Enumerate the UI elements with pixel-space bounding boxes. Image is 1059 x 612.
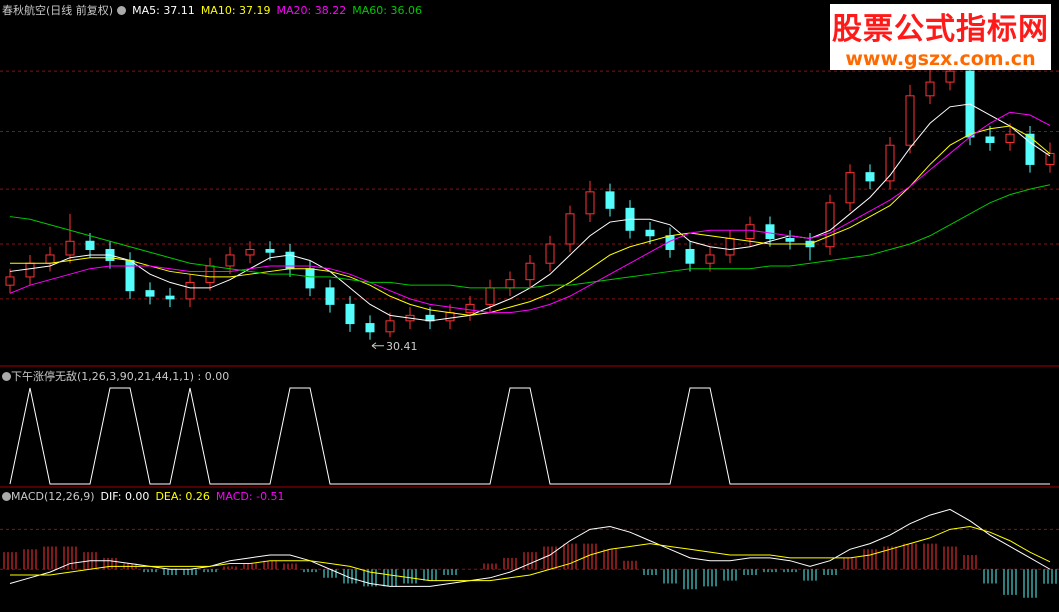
candle-body bbox=[85, 240, 95, 250]
legend-separator: : bbox=[178, 490, 186, 503]
candle-body bbox=[905, 95, 915, 146]
candle-body bbox=[485, 287, 495, 305]
stock-title: 春秋航空(日线 前复权) bbox=[2, 4, 114, 17]
legend-name: DIF bbox=[100, 490, 118, 503]
legend-name: MA10 bbox=[200, 4, 232, 17]
legend-name: MACD bbox=[215, 490, 249, 503]
ma-line bbox=[9, 111, 1051, 314]
legend-value: 37.11 bbox=[163, 4, 195, 17]
settings-icon[interactable] bbox=[117, 6, 127, 15]
signal-line bbox=[9, 387, 1050, 485]
candle-body bbox=[925, 81, 935, 97]
candle-body bbox=[345, 303, 355, 325]
candle-body bbox=[165, 295, 175, 300]
indicator-legend: 下午涨停无敌(1,26,3,90,21,44,1,1) : 0.00 bbox=[2, 368, 229, 384]
legend-separator: : bbox=[231, 4, 240, 17]
legend-value: 37.19 bbox=[239, 4, 271, 17]
candle-body bbox=[265, 248, 275, 253]
candle-body bbox=[825, 202, 835, 248]
candle-body bbox=[1025, 133, 1035, 165]
macd-title: MACD(12,26,9) bbox=[11, 490, 95, 503]
legend-separator: : bbox=[156, 4, 164, 17]
candle-body bbox=[745, 224, 755, 240]
candle-body bbox=[65, 240, 75, 256]
candle-body bbox=[365, 323, 375, 333]
legend-name: MA5 bbox=[132, 4, 157, 17]
macd-line bbox=[9, 508, 1051, 587]
legend-name: MA20 bbox=[276, 4, 308, 17]
legend-value: 36.06 bbox=[390, 4, 422, 17]
candle-body bbox=[145, 290, 155, 297]
legend-name: DEA bbox=[155, 490, 179, 503]
candle-body bbox=[45, 254, 55, 264]
legend-separator: : bbox=[117, 490, 125, 503]
legend-value: -0.51 bbox=[256, 490, 285, 503]
candle-body bbox=[565, 213, 575, 245]
legend-name: MA60 bbox=[352, 4, 384, 17]
candle-body bbox=[245, 248, 255, 256]
indicator-title: 下午涨停无敌(1,26,3,90,21,44,1,1) : 0.00 bbox=[11, 370, 230, 383]
price-legend: 春秋航空(日线 前复权) MA5: 37.11 MA10: 37.19 MA20: 3… bbox=[2, 2, 422, 18]
settings-icon[interactable] bbox=[2, 372, 11, 381]
watermark: 股票公式指标网 www.gszx.com.cn bbox=[830, 4, 1051, 70]
candle-body bbox=[385, 320, 395, 333]
candle-body bbox=[765, 224, 775, 240]
candle-body bbox=[125, 259, 135, 292]
candle-body bbox=[325, 287, 335, 305]
watermark-title: 股票公式指标网 bbox=[830, 4, 1051, 48]
candle-body bbox=[1045, 152, 1055, 165]
candle-body bbox=[725, 238, 735, 256]
candle-body bbox=[465, 303, 475, 314]
annotation-arrowhead bbox=[371, 342, 377, 350]
candle-body bbox=[225, 254, 235, 267]
legend-value: 0.26 bbox=[185, 490, 210, 503]
candle-body bbox=[845, 172, 855, 204]
candle-body bbox=[705, 254, 715, 264]
legend-value: 0.00 bbox=[124, 490, 150, 503]
candle-body bbox=[305, 268, 315, 289]
candle-body bbox=[685, 248, 695, 264]
candle-body bbox=[885, 144, 895, 182]
candle-body bbox=[865, 172, 875, 182]
legend-separator: : bbox=[307, 4, 315, 17]
candle-body bbox=[545, 243, 555, 264]
candle-body bbox=[985, 136, 995, 143]
candle-body bbox=[585, 191, 595, 215]
candle-body bbox=[1005, 133, 1015, 143]
candle-body bbox=[945, 70, 955, 83]
watermark-url: www.gszx.com.cn bbox=[830, 48, 1051, 70]
legend-value: 38.22 bbox=[314, 4, 347, 17]
candle-body bbox=[785, 238, 795, 242]
candle-body bbox=[505, 279, 515, 289]
candle-body bbox=[205, 265, 215, 283]
candle-body bbox=[605, 191, 615, 209]
ma-line bbox=[10, 125, 1051, 316]
candle-body bbox=[5, 276, 15, 286]
legend-separator: : bbox=[383, 4, 391, 17]
legend-separator: : bbox=[248, 490, 257, 503]
macd-line bbox=[10, 525, 1051, 582]
candle-body bbox=[445, 312, 455, 322]
macd-legend: MACD(12,26,9) DIF: 0.00 DEA: 0.26 MACD: -0.… bbox=[2, 490, 285, 503]
candle-body bbox=[185, 281, 195, 300]
annotation-label: 30.41 bbox=[386, 340, 418, 353]
candle-body bbox=[525, 262, 535, 281]
candle-body bbox=[25, 262, 35, 278]
ma-line bbox=[9, 184, 1051, 289]
candle-body bbox=[645, 229, 655, 237]
settings-icon[interactable] bbox=[2, 492, 11, 501]
